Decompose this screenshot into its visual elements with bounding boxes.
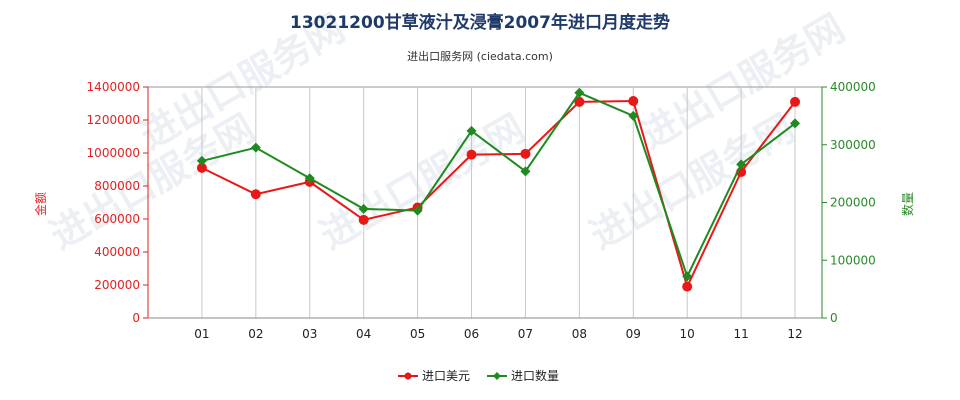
x-tick-label: 09 bbox=[626, 327, 641, 341]
x-tick-label: 04 bbox=[356, 327, 371, 341]
series-1-point bbox=[466, 149, 477, 160]
y-left-tick-label: 1000000 bbox=[87, 146, 140, 160]
series-2-point bbox=[304, 173, 315, 184]
series-2-point bbox=[736, 159, 747, 170]
x-tick-label: 03 bbox=[302, 327, 317, 341]
y-axis-left-title: 金额 bbox=[33, 192, 48, 216]
series-2-point bbox=[520, 166, 531, 177]
series-2-point bbox=[790, 118, 801, 129]
series-1-point bbox=[520, 148, 531, 159]
legend-label-2: 进口数量 bbox=[511, 368, 559, 383]
legend-label-1: 进口美元 bbox=[422, 369, 470, 383]
y-right-tick-label: 300000 bbox=[830, 138, 876, 152]
legend-marker-2 bbox=[493, 372, 501, 380]
x-tick-label: 08 bbox=[572, 327, 587, 341]
y-left-tick-label: 800000 bbox=[94, 179, 140, 193]
series-1-point bbox=[358, 214, 369, 225]
y-left-tick-label: 600000 bbox=[94, 212, 140, 226]
series-2-point bbox=[466, 125, 477, 136]
watermark-text: 进出口服务网 bbox=[313, 106, 532, 258]
series-line-1 bbox=[201, 100, 796, 290]
y-right-tick-label: 400000 bbox=[830, 80, 876, 94]
tick-labels: 0200000400000600000800000100000012000001… bbox=[87, 80, 876, 341]
x-tick-label: 06 bbox=[464, 327, 479, 341]
x-tick-label: 02 bbox=[248, 327, 263, 341]
series-2-point bbox=[574, 87, 585, 98]
series-1-point bbox=[196, 162, 207, 173]
x-tick-label: 05 bbox=[410, 327, 425, 341]
series-2-point bbox=[196, 155, 207, 166]
x-tick-label: 12 bbox=[787, 327, 802, 341]
y-left-tick-label: 1200000 bbox=[87, 113, 140, 127]
axes bbox=[143, 86, 827, 319]
y-right-tick-label: 100000 bbox=[830, 253, 876, 267]
series-line-2 bbox=[201, 91, 796, 280]
y-left-tick-label: 400000 bbox=[94, 245, 140, 259]
series-2-point bbox=[250, 142, 261, 153]
y-axis-right-title: 数量 bbox=[900, 192, 915, 216]
series-2-point bbox=[358, 203, 369, 214]
series-1-point bbox=[250, 189, 261, 200]
x-tick-label: 07 bbox=[518, 327, 533, 341]
series-1-point bbox=[628, 96, 639, 107]
series-2-point bbox=[628, 110, 639, 121]
chart-title: 13021200甘草液汁及浸膏2007年进口月度走势 bbox=[290, 12, 670, 33]
series-2-point bbox=[412, 205, 423, 216]
y-left-tick-label: 0 bbox=[132, 311, 140, 325]
series-1-point bbox=[790, 96, 801, 107]
x-tick-label: 10 bbox=[680, 327, 695, 341]
series-layer bbox=[196, 87, 801, 292]
legend: 进口美元 进口数量 bbox=[398, 368, 559, 383]
series-1-point bbox=[574, 96, 585, 107]
chart-subtitle: 进出口服务网 (ciedata.com) bbox=[407, 49, 553, 63]
x-tick-label: 01 bbox=[194, 327, 209, 341]
x-tick-label: 11 bbox=[733, 327, 748, 341]
y-right-tick-label: 0 bbox=[830, 311, 838, 325]
series-2-point bbox=[682, 271, 693, 282]
y-right-tick-label: 200000 bbox=[830, 196, 876, 210]
series-1-point bbox=[682, 281, 693, 292]
y-left-tick-label: 200000 bbox=[94, 278, 140, 292]
y-left-tick-label: 1400000 bbox=[87, 80, 140, 94]
legend-marker-1 bbox=[404, 372, 412, 380]
